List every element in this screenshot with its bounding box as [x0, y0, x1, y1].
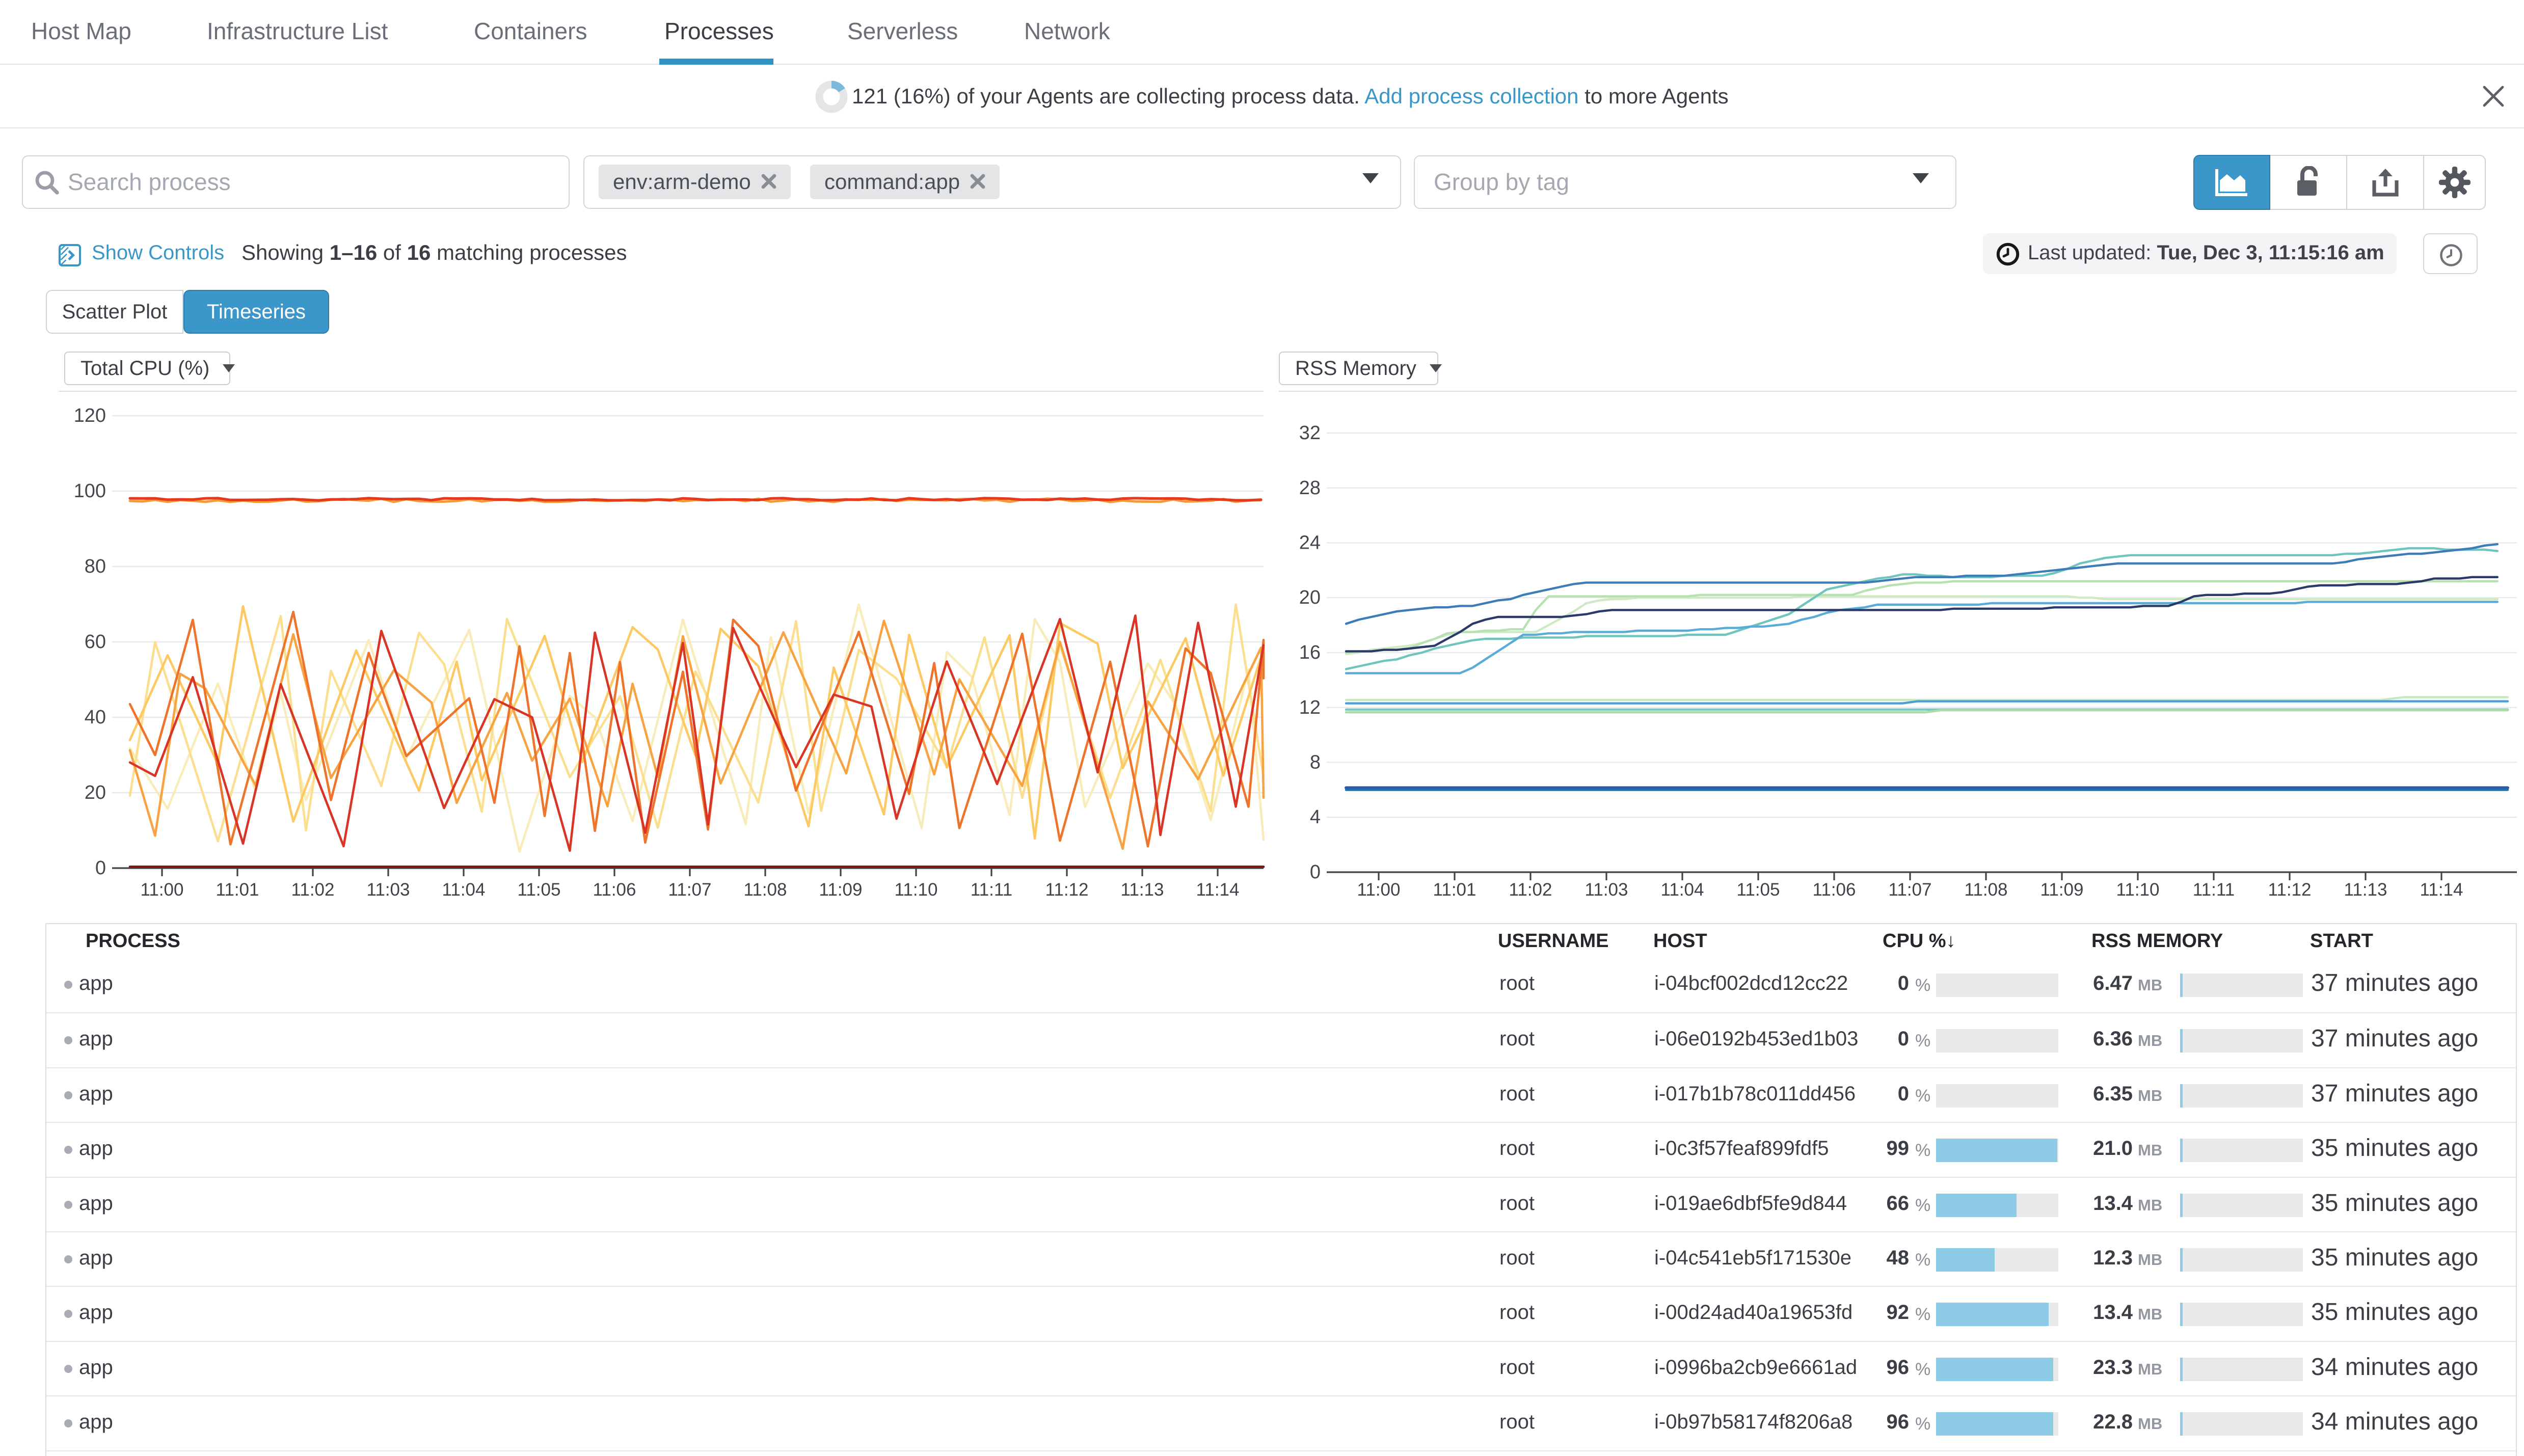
- svg-text:120: 120: [74, 405, 106, 426]
- svg-text:60: 60: [85, 631, 106, 653]
- svg-text:11:07: 11:07: [668, 880, 712, 900]
- svg-text:11:06: 11:06: [1813, 880, 1856, 900]
- svg-text:12: 12: [1299, 697, 1321, 718]
- svg-text:40: 40: [85, 707, 106, 728]
- svg-text:0: 0: [95, 857, 106, 879]
- svg-text:28: 28: [1299, 477, 1321, 499]
- svg-text:11:07: 11:07: [1889, 880, 1932, 900]
- svg-text:20: 20: [85, 782, 106, 803]
- svg-text:11:13: 11:13: [1121, 880, 1164, 900]
- svg-text:11:12: 11:12: [1045, 880, 1089, 900]
- svg-text:16: 16: [1299, 642, 1321, 663]
- svg-text:11:13: 11:13: [2344, 880, 2387, 900]
- svg-text:20: 20: [1299, 587, 1321, 608]
- svg-text:11:12: 11:12: [2268, 880, 2312, 900]
- svg-text:11:09: 11:09: [819, 880, 863, 900]
- svg-text:100: 100: [74, 480, 106, 502]
- svg-text:11:02: 11:02: [291, 880, 335, 900]
- svg-text:11:01: 11:01: [216, 880, 259, 900]
- svg-text:11:03: 11:03: [1585, 880, 1628, 900]
- svg-text:24: 24: [1299, 532, 1321, 554]
- svg-text:11:04: 11:04: [1661, 880, 1704, 900]
- svg-text:11:02: 11:02: [1509, 880, 1552, 900]
- svg-text:11:08: 11:08: [744, 880, 787, 900]
- svg-text:0: 0: [1310, 861, 1321, 883]
- svg-text:11:09: 11:09: [2040, 880, 2084, 900]
- svg-text:11:14: 11:14: [2420, 880, 2463, 900]
- svg-text:11:06: 11:06: [593, 880, 636, 900]
- svg-text:11:11: 11:11: [971, 880, 1012, 900]
- svg-text:8: 8: [1310, 751, 1321, 773]
- svg-text:11:11: 11:11: [2193, 880, 2235, 900]
- svg-text:11:14: 11:14: [1196, 880, 1240, 900]
- svg-text:4: 4: [1310, 806, 1321, 828]
- svg-text:11:10: 11:10: [2116, 880, 2160, 900]
- svg-text:11:04: 11:04: [442, 880, 486, 900]
- svg-text:80: 80: [85, 556, 106, 577]
- svg-text:11:03: 11:03: [367, 880, 410, 900]
- svg-text:11:00: 11:00: [1357, 880, 1401, 900]
- svg-text:11:10: 11:10: [895, 880, 938, 900]
- svg-text:11:00: 11:00: [141, 880, 184, 900]
- svg-text:32: 32: [1299, 422, 1321, 444]
- svg-text:11:01: 11:01: [1433, 880, 1476, 900]
- svg-text:11:05: 11:05: [518, 880, 561, 900]
- svg-text:11:08: 11:08: [1965, 880, 2008, 900]
- svg-text:11:05: 11:05: [1737, 880, 1780, 900]
